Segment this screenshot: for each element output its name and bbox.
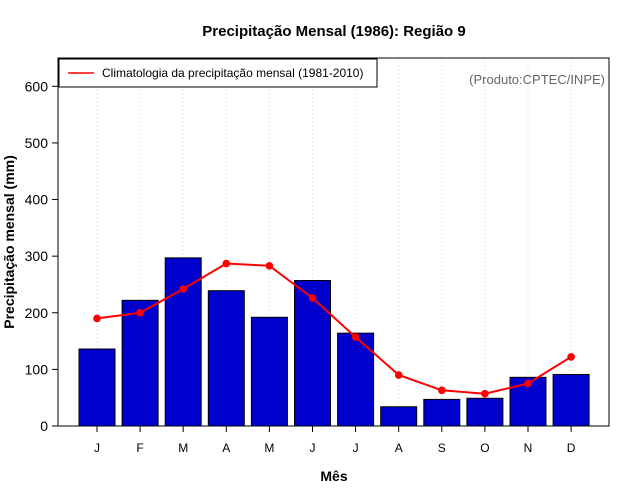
x-tick-label: M <box>264 441 274 455</box>
y-tick-label: 100 <box>25 361 49 377</box>
climatology-point-4 <box>222 259 231 268</box>
x-tick-label: O <box>480 441 489 455</box>
legend: Climatologia da precipitação mensal (198… <box>58 58 378 88</box>
bar-10 <box>466 397 504 427</box>
climatology-point-3 <box>179 285 187 293</box>
climatology-point-12 <box>567 353 575 361</box>
y-axis: 0 100 200 300 400 500 600 <box>25 78 58 434</box>
x-tick-label: N <box>524 441 533 455</box>
bar-9 <box>423 398 461 427</box>
y-tick-label: 600 <box>25 78 49 94</box>
climatology-point-10 <box>481 389 489 398</box>
climatology-point-1 <box>93 314 101 323</box>
bars <box>78 257 590 427</box>
climatology-point-9 <box>438 386 446 395</box>
y-tick-label: 400 <box>25 192 49 208</box>
climatology-polyline <box>96 262 572 395</box>
y-tick-label: 500 <box>25 135 49 151</box>
x-tick-label: S <box>438 441 446 455</box>
y-tick-label: 200 <box>25 305 49 321</box>
x-tick-label: J <box>94 441 100 455</box>
x-tick-label: M <box>178 441 188 455</box>
climatology-point-6 <box>308 294 317 302</box>
legend-label: Climatologia da precipitação mensal (198… <box>102 66 363 80</box>
source-note: (Produto:CPTEC/INPE) <box>469 72 605 87</box>
climatology-point-7 <box>351 333 360 341</box>
bar-12 <box>552 373 590 427</box>
x-tick-label: A <box>395 441 403 455</box>
y-tick-label: 0 <box>40 418 48 434</box>
y-tick-label: 300 <box>25 248 49 264</box>
x-tick-label: J <box>310 441 316 455</box>
grid <box>96 58 572 426</box>
bar-6 <box>294 279 331 427</box>
x-tick-label: A <box>222 441 230 455</box>
climatology-point-8 <box>394 371 403 379</box>
y-axis-label: Precipitação mensal (mm) <box>1 155 17 329</box>
climatology-point-11 <box>524 379 532 388</box>
x-tick-label: F <box>136 441 143 455</box>
bar-1 <box>78 348 116 427</box>
x-axis-label: Mês <box>320 468 347 484</box>
climatology-point-2 <box>136 308 144 317</box>
climatology-point-5 <box>265 261 274 270</box>
x-tick-label: D <box>567 441 576 455</box>
bar-3 <box>164 257 202 427</box>
bar-2 <box>121 299 159 427</box>
x-tick-label: J <box>353 441 359 455</box>
chart-title: Precipitação Mensal (1986): Região 9 <box>202 23 465 40</box>
bar-4 <box>207 290 245 427</box>
bar-8 <box>380 406 418 427</box>
climatology-line <box>93 259 575 398</box>
bar-5 <box>250 316 288 427</box>
legend-box <box>58 58 378 88</box>
plot-frame <box>57 57 610 427</box>
